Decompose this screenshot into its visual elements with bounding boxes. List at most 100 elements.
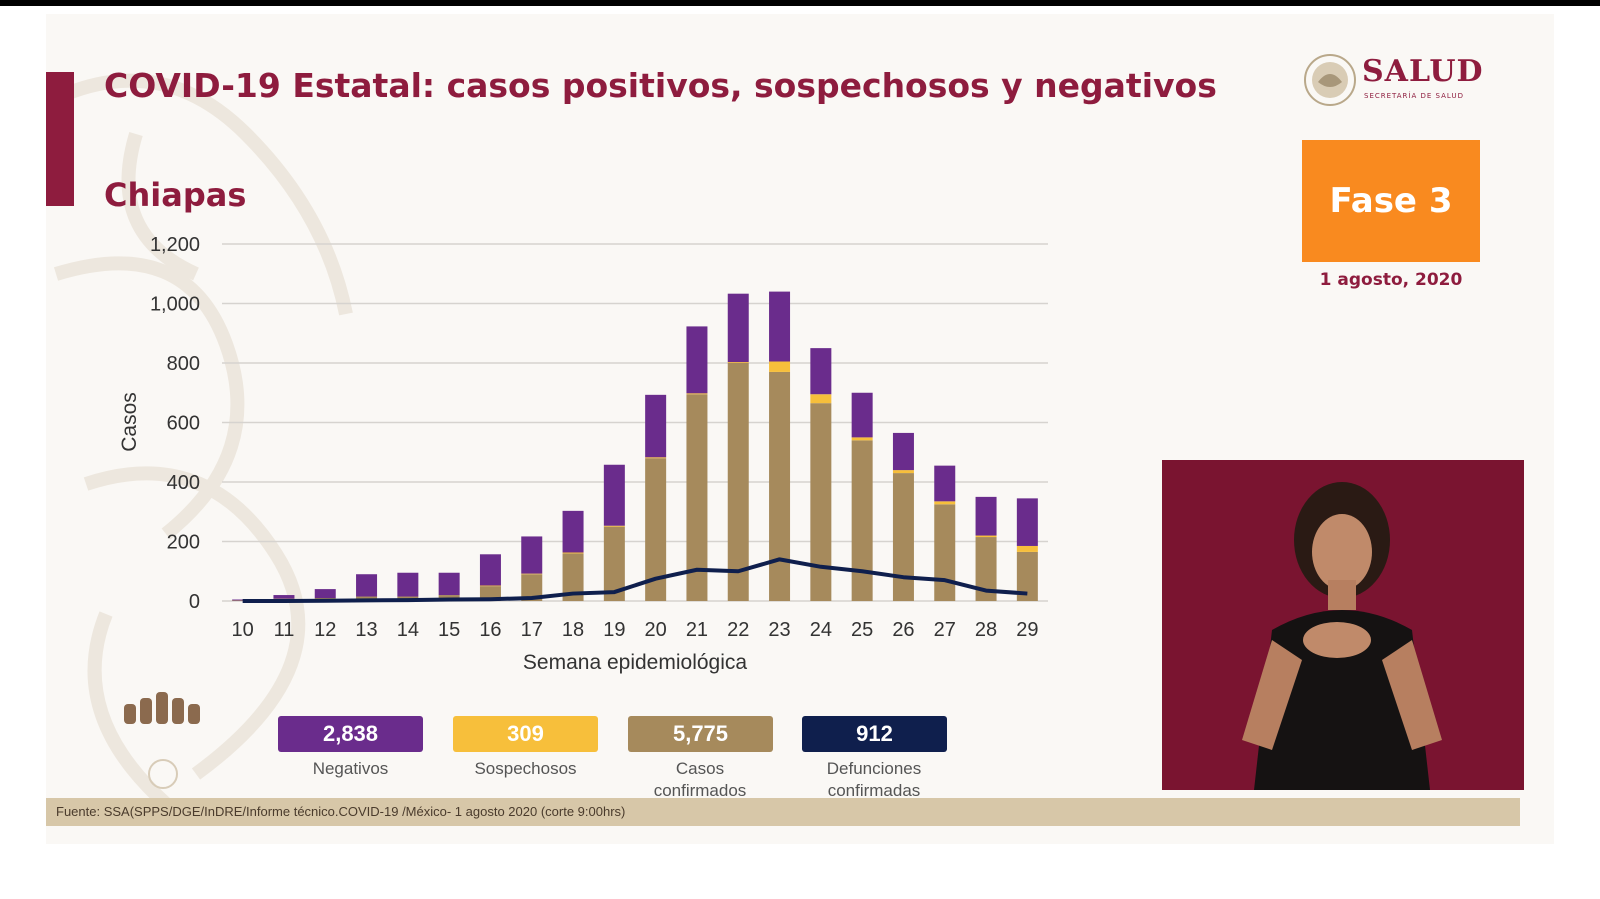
stat-defunciones: 912 Defunciones confirmadas (802, 716, 947, 802)
sign-language-video (1162, 460, 1524, 790)
bar-confirmados (892, 473, 914, 601)
bar-negativos (686, 326, 708, 394)
logo-text: SALUD (1362, 54, 1484, 89)
stat-defunciones-value: 912 (802, 716, 947, 752)
x-tick-label: 10 (232, 619, 254, 641)
bar-negativos (975, 496, 997, 536)
x-tick-label: 21 (686, 619, 708, 641)
bar-negativos (438, 572, 460, 596)
y-tick-label: 1,000 (150, 294, 200, 316)
bar-confirmados (934, 504, 956, 601)
bar-sospechosos (562, 552, 584, 554)
bar-confirmados (810, 403, 832, 601)
bar-sospechosos (851, 437, 873, 441)
bar-negativos (892, 432, 914, 471)
stat-negativos: 2,838 Negativos (278, 716, 423, 780)
coat-of-arms-icon (1304, 54, 1356, 106)
y-tick-label: 200 (167, 532, 200, 554)
bar-confirmados (603, 526, 625, 601)
y-tick-label: 0 (189, 591, 200, 613)
y-tick-label: 1,200 (150, 234, 200, 256)
x-tick-label: 17 (521, 619, 543, 641)
x-tick-label: 23 (768, 619, 790, 641)
x-tick-label: 28 (975, 619, 997, 641)
x-tick-label: 22 (727, 619, 749, 641)
stat-defunciones-label: Defunciones confirmadas (826, 759, 922, 800)
bar-sospechosos (975, 535, 997, 538)
bar-negativos (851, 392, 873, 438)
bar-confirmados (562, 553, 584, 601)
bar-negativos (769, 291, 791, 362)
bar-negativos (934, 465, 956, 502)
stat-negativos-label: Negativos (312, 759, 389, 778)
stat-sospechosos-label: Sospechosos (474, 759, 577, 778)
background-pattern-icon (53, 73, 353, 810)
x-tick-label: 13 (355, 619, 377, 641)
heroes-emblem-icon (124, 692, 200, 789)
bar-confirmados (521, 574, 543, 601)
phase-badge: Fase 3 (1302, 140, 1480, 262)
bar-sospechosos (521, 573, 543, 575)
x-tick-label: 27 (934, 619, 956, 641)
bar-negativos (810, 348, 832, 395)
bar-confirmados (769, 371, 791, 601)
stacked-bar-chart: 0 200 400 600 800 1,000 1,200 10 11 12 13 14 15 16 17 1… (118, 234, 1048, 674)
bar-confirmados (686, 394, 708, 601)
logo-subtitle: SECRETARÍA DE SALUD (1364, 92, 1464, 100)
line-defunciones (242, 557, 1028, 603)
bar-sospechosos (769, 361, 791, 372)
bar-negativos (314, 589, 336, 599)
stat-confirmados-label: Casos confirmados (653, 759, 747, 800)
source-text: Fuente: SSA(SPPS/DGE/InDRE/Informe técni… (56, 804, 626, 819)
bar-negativos (479, 554, 501, 586)
x-tick-label: 12 (314, 619, 336, 641)
bar-sospechosos (686, 393, 708, 395)
salud-logo: SALUD SECRETARÍA DE SALUD (1302, 50, 1502, 112)
slide: COVID-19 Estatal: casos positivos, sospe… (46, 14, 1554, 844)
state-name: Chiapas (104, 176, 247, 214)
bar-confirmados (851, 440, 873, 601)
y-tick-label: 600 (167, 413, 200, 435)
report-date: 1 agosto, 2020 (1319, 270, 1463, 290)
x-tick-label: 14 (397, 619, 419, 641)
sign-language-interpreter-icon (1242, 482, 1442, 790)
x-tick-label: 26 (892, 619, 914, 641)
source-footer: Fuente: SSA(SPPS/DGE/InDRE/Informe técni… (46, 798, 1520, 826)
bar-sospechosos (934, 501, 956, 505)
x-tick-label: 11 (274, 619, 295, 641)
bar-negativos (356, 574, 378, 597)
stat-sospechosos-value: 309 (453, 716, 598, 752)
bar-confirmados (975, 537, 997, 601)
page-title: COVID-19 Estatal: casos positivos, sospe… (104, 66, 1217, 105)
x-tick-label: 25 (851, 619, 873, 641)
bar-negativos (562, 510, 584, 553)
bar-sospechosos (1016, 545, 1038, 552)
x-tick-label: 15 (438, 619, 460, 641)
bar-confirmados (727, 363, 749, 601)
bar-confirmados (1016, 551, 1038, 601)
stat-sospechosos: 309 Sospechosos (453, 716, 598, 780)
bar-negativos (1016, 498, 1038, 546)
x-axis-title: Semana epidemiológica (523, 651, 747, 674)
x-tick-label: 24 (810, 619, 832, 641)
bar-negativos (645, 394, 667, 458)
x-tick-label: 16 (479, 619, 501, 641)
bar-negativos (521, 536, 543, 574)
bar-sospechosos (603, 525, 625, 527)
bar-negativos (273, 595, 295, 599)
stat-negativos-value: 2,838 (278, 716, 423, 752)
stat-confirmados: 5,775 Casos confirmados (628, 716, 773, 802)
bar-confirmados (645, 458, 667, 601)
x-tick-label: 29 (1016, 619, 1038, 641)
bar-sospechosos (479, 585, 501, 587)
bar-sospechosos (727, 362, 749, 363)
top-black-bar (0, 0, 1600, 6)
x-tick-label: 20 (645, 619, 667, 641)
bar-sospechosos (810, 394, 832, 404)
y-tick-label: 800 (167, 353, 200, 375)
bar-negativos (397, 572, 419, 597)
y-tick-label: 400 (167, 472, 200, 494)
bar-sospechosos (892, 470, 914, 474)
bar-negativos (727, 293, 749, 363)
x-tick-label: 18 (562, 619, 584, 641)
